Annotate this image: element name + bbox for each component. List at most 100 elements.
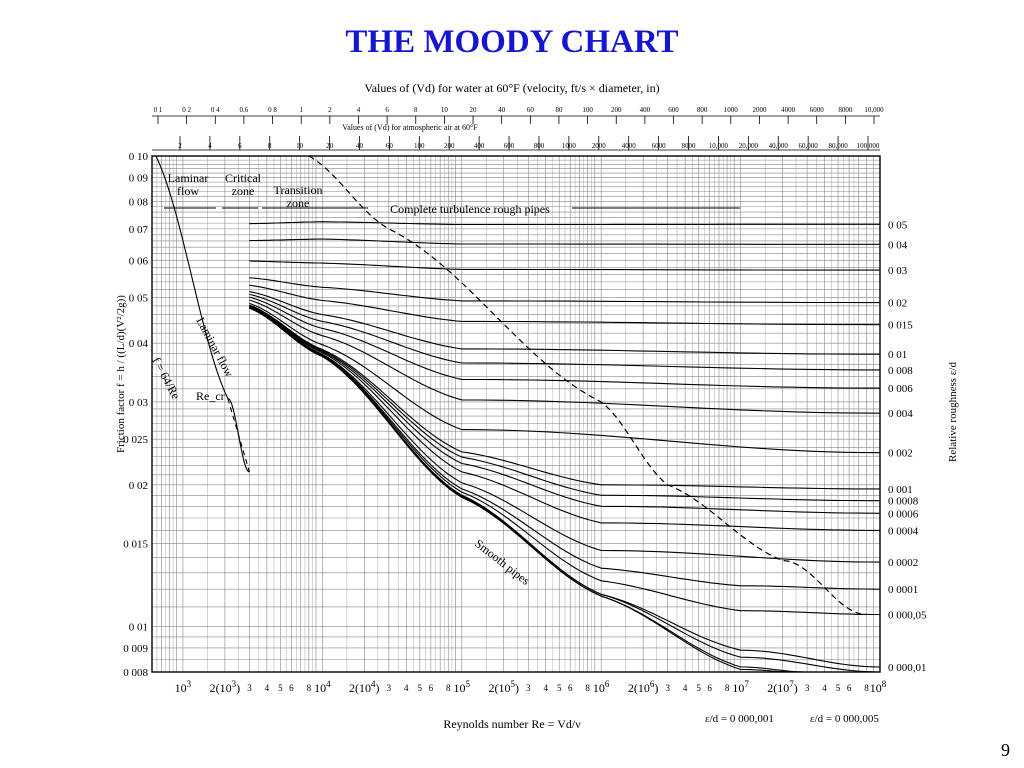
x-tick-label: 3 — [387, 683, 392, 693]
y-tick-label: 0 02 — [129, 480, 148, 492]
series-curve — [249, 238, 880, 245]
top-air-tick-label: 100,000 — [857, 142, 880, 150]
series-curve — [249, 307, 797, 673]
top-air-tick-label: 60 — [386, 142, 394, 150]
y-axis-label: Friction factor f = h / ((L/d)(V²/2g)) — [115, 295, 127, 453]
y-tick-label: 0 08 — [129, 197, 149, 209]
y-tick-label: 0 01 — [129, 621, 148, 633]
x-tick-label: 4 — [265, 683, 270, 693]
roughness-label: 0 0008 — [888, 496, 919, 508]
roughness-label: 0 008 — [888, 365, 913, 377]
annotation-laminar-zone: flow — [177, 184, 199, 198]
series-curve — [249, 296, 880, 389]
series-curve — [249, 293, 880, 371]
page-number: 9 — [1001, 740, 1010, 760]
x-tick-label: 4 — [543, 683, 548, 693]
top-water-tick-label: 6000 — [810, 106, 825, 114]
top-water-tick-label: 0.6 — [240, 106, 249, 114]
x-tick-label: 8 — [725, 683, 730, 693]
top-air-tick-label: 40,000 — [769, 142, 789, 150]
series-curve — [249, 260, 880, 271]
top-air-tick-label: 1000 — [562, 142, 577, 150]
top-air-tick-label: 100 — [414, 142, 425, 150]
top-water-tick-label: 600 — [668, 106, 679, 114]
right-axis-label: Relative roughness ε/d — [947, 362, 959, 462]
roughness-label: 0 002 — [888, 448, 913, 460]
x-tick-label: 104 — [314, 679, 331, 695]
annotation-laminar-flow: Laminar flow — [193, 315, 236, 380]
series-curve — [249, 304, 880, 490]
top-water-tick-label: 0 2 — [182, 106, 191, 114]
x-tick-label: 2(103) — [210, 679, 241, 695]
top-water-tick-label: 4 — [357, 106, 361, 114]
series-curve — [249, 221, 880, 226]
top-air-tick-label: 8 — [268, 142, 272, 150]
x-tick-label: 6 — [289, 683, 294, 693]
series-curve — [249, 291, 880, 355]
annotation-re-cr: Re_cr — [196, 389, 225, 403]
top-water-tick-label: 0 8 — [268, 106, 277, 114]
top-water-tick-label: 8000 — [838, 106, 853, 114]
top-water-tick-label: 2000 — [752, 106, 767, 114]
roughness-label: 0 001 — [888, 484, 913, 496]
top-air-tick-label: 20,000 — [739, 142, 759, 150]
roughness-footnote-label: ε/d = 0 000,005 — [810, 713, 879, 725]
roughness-footnote-label: ε/d = 0 000,001 — [705, 713, 774, 725]
y-tick-label: 0 05 — [129, 293, 149, 305]
page-title: THE MOODY CHART — [345, 24, 679, 60]
top-air-tick-label: 8000 — [682, 142, 697, 150]
top-air-tick-label: 800 — [534, 142, 545, 150]
annotation-transition-zone: Transition — [274, 183, 323, 197]
x-tick-label: 6 — [568, 683, 573, 693]
annotation-critical-zone: Critical — [225, 171, 262, 185]
x-tick-label: 3 — [805, 683, 810, 693]
top-air-tick-label: 10,000 — [709, 142, 729, 150]
x-tick-label: 106 — [593, 679, 610, 695]
top-air-tick-label: 200 — [444, 142, 455, 150]
top-air-tick-label: 400 — [474, 142, 485, 150]
x-tick-label: 8 — [307, 683, 312, 693]
top-water-tick-label: 2 — [328, 106, 332, 114]
top-air-tick-label: 10 — [296, 142, 304, 150]
series-curve — [155, 155, 250, 473]
top-axis — [152, 115, 880, 151]
x-tick-label: 3 — [247, 683, 252, 693]
annotation-laminar-formula: f = 64/Re — [149, 355, 183, 402]
top-water-tick-label: 100 — [582, 106, 593, 114]
y-tick-label: 0 09 — [129, 173, 149, 185]
plot-frame — [151, 155, 881, 673]
laminar-extension — [227, 398, 250, 473]
roughness-label: 0 0004 — [888, 525, 919, 537]
x-tick-label: 3 — [665, 683, 670, 693]
chart-grid — [151, 155, 881, 673]
roughness-label: 0 03 — [888, 265, 908, 277]
x-tick-label: 2(107) — [767, 679, 798, 695]
x-tick-label: 4 — [404, 683, 409, 693]
y-tick-label: 0 07 — [129, 224, 149, 236]
top-air-tick-label: 4000 — [622, 142, 637, 150]
top-water-tick-label: 10 — [441, 106, 449, 114]
top-water-tick-label: 0 1 — [154, 106, 163, 114]
roughness-label: 0 015 — [888, 320, 913, 332]
y-tick-label: 0 008 — [123, 667, 148, 679]
top-water-tick-label: 0 4 — [211, 106, 220, 114]
roughness-label: 0 05 — [888, 219, 908, 231]
y-tick-label: 0 04 — [129, 338, 149, 350]
series-curve — [308, 155, 867, 616]
x-tick-label: 107 — [732, 679, 749, 695]
x-tick-label: 5 — [278, 683, 283, 693]
y-tick-label: 0 015 — [123, 539, 148, 551]
x-tick-label: 5 — [418, 683, 423, 693]
top-water-tick-label: 4000 — [781, 106, 796, 114]
roughness-label: 0 02 — [888, 298, 907, 310]
x-tick-label: 4 — [822, 683, 827, 693]
y-tick-label: 0 06 — [129, 255, 149, 267]
top-air-tick-label: 2 — [178, 142, 182, 150]
x-tick-label: 5 — [557, 683, 562, 693]
top-water-tick-label: 6 — [385, 106, 389, 114]
roughness-label: 0 0002 — [888, 557, 918, 569]
roughness-label: 0 0001 — [888, 584, 918, 596]
top-water-tick-label: 60 — [527, 106, 535, 114]
x-tick-label: 8 — [585, 683, 590, 693]
